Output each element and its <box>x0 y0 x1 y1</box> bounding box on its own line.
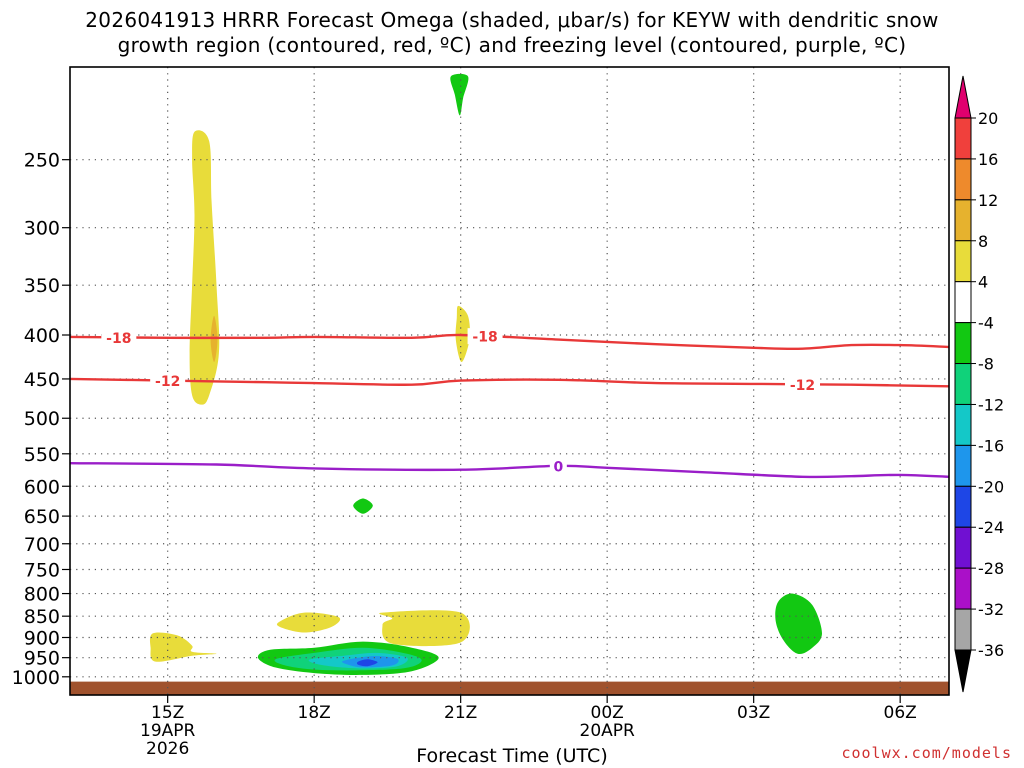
pressure-tick-label: 950 <box>24 648 60 670</box>
contour-label-bg <box>150 372 186 389</box>
contour-line <box>70 462 949 479</box>
colorbar-swatch <box>954 485 972 528</box>
colorbar-swatch <box>954 444 972 487</box>
colorbar-swatch <box>954 199 972 242</box>
omega-shaded-region <box>379 610 470 647</box>
contour-label: -18 <box>106 331 131 347</box>
site-credit: coolwx.com/models <box>841 744 1012 762</box>
colorbar-swatch <box>954 117 972 160</box>
colorbar-bottom-arrow <box>954 649 972 693</box>
plot-frame <box>69 66 950 696</box>
omega-shaded-region <box>276 612 341 633</box>
colorbar-label: 20 <box>978 109 998 128</box>
pressure-tick-label: 700 <box>24 534 60 556</box>
omega-shaded-region <box>775 593 822 654</box>
omega-shading-layer <box>149 73 822 675</box>
contour-label-bg <box>101 329 137 346</box>
omega-shaded-region <box>450 73 469 116</box>
pressure-tick-label: 800 <box>24 584 60 606</box>
colorbar-swatch <box>954 403 972 446</box>
pressure-tick-label: 550 <box>24 444 60 466</box>
contour-label: -12 <box>155 374 180 390</box>
time-tick-label: 19APR <box>140 721 196 741</box>
time-tick-label: 15Z <box>151 703 184 723</box>
pressure-tick-label: 400 <box>24 325 60 347</box>
omega-colorbar: 20 16 12 8 4 -4 -8 -12 -16 -20 -24 -28 -32 -36 <box>954 75 1004 693</box>
pressure-tick-label: 850 <box>24 606 60 628</box>
contour-layer: -18 -18 -12 -12 0 <box>70 328 949 479</box>
omega-shaded-region <box>149 632 217 662</box>
colorbar-top-arrow <box>954 75 972 119</box>
pressure-axis: 2503003504004505005506006507007508008509… <box>12 150 70 689</box>
chart-title-line-2: growth region (contoured, red, ºC) and f… <box>117 33 907 57</box>
colorbar-swatch <box>954 240 972 283</box>
time-tick-label: 06Z <box>884 703 917 723</box>
colorbar-label: 12 <box>978 191 998 210</box>
colorbar-label: -28 <box>978 559 1004 578</box>
colorbar-label: -12 <box>978 395 1004 414</box>
ground-band <box>70 681 949 695</box>
colorbar-label: -8 <box>978 355 994 374</box>
contour-label: -12 <box>790 378 815 394</box>
contour-label-bg <box>467 328 503 345</box>
colorbar-swatch <box>954 526 972 569</box>
omega-shaded-region <box>356 659 378 667</box>
colorbar-label: -20 <box>978 477 1004 496</box>
omega-shaded-region <box>189 130 220 405</box>
contour-label-bg <box>785 376 820 393</box>
time-tick-label: 2026 <box>146 739 189 759</box>
time-tick-label: 20APR <box>580 721 636 741</box>
colorbar-label: -24 <box>978 518 1004 537</box>
colorbar-swatch <box>954 158 972 201</box>
pressure-tick-label: 1000 <box>12 667 60 689</box>
colorbar-swatch <box>954 363 972 405</box>
pressure-tick-label: 600 <box>24 476 60 498</box>
time-tick-label: 03Z <box>737 703 770 723</box>
colorbar-label: 4 <box>978 273 988 292</box>
colorbar-swatch <box>954 567 972 610</box>
colorbar-label: -16 <box>978 436 1004 455</box>
contour-label-bg <box>549 457 567 474</box>
colorbar-swatch <box>954 281 972 324</box>
time-tick-label: 00Z <box>591 703 624 723</box>
pressure-tick-label: 900 <box>24 627 60 649</box>
omega-shaded-region <box>353 498 373 514</box>
grid-lines <box>70 67 949 695</box>
colorbar-label: 16 <box>978 150 998 169</box>
colorbar-label: -36 <box>978 641 1004 660</box>
colorbar-swatch <box>954 322 972 365</box>
pressure-tick-label: 350 <box>24 275 60 297</box>
pressure-tick-label: 500 <box>24 408 60 430</box>
chart-title-line-1: 2026041913 HRRR Forecast Omega (shaded, … <box>85 8 939 32</box>
contour-label: -18 <box>472 330 497 346</box>
time-tick-label: 18Z <box>298 703 331 723</box>
pressure-tick-label: 250 <box>24 150 60 172</box>
contour-label: 0 <box>553 459 563 475</box>
colorbar-swatch <box>954 608 972 651</box>
pressure-tick-label: 300 <box>24 218 60 240</box>
x-axis-label: Forecast Time (UTC) <box>416 745 608 767</box>
time-tick-label: 21Z <box>444 703 477 723</box>
ground-layer <box>70 681 949 695</box>
contour-line <box>70 333 949 351</box>
pressure-tick-label: 450 <box>24 369 60 391</box>
colorbar-label: -32 <box>978 600 1004 619</box>
colorbar-label: -4 <box>978 314 994 333</box>
colorbar-label: 8 <box>978 232 988 251</box>
pressure-tick-label: 750 <box>24 559 60 581</box>
pressure-tick-label: 650 <box>24 506 60 528</box>
